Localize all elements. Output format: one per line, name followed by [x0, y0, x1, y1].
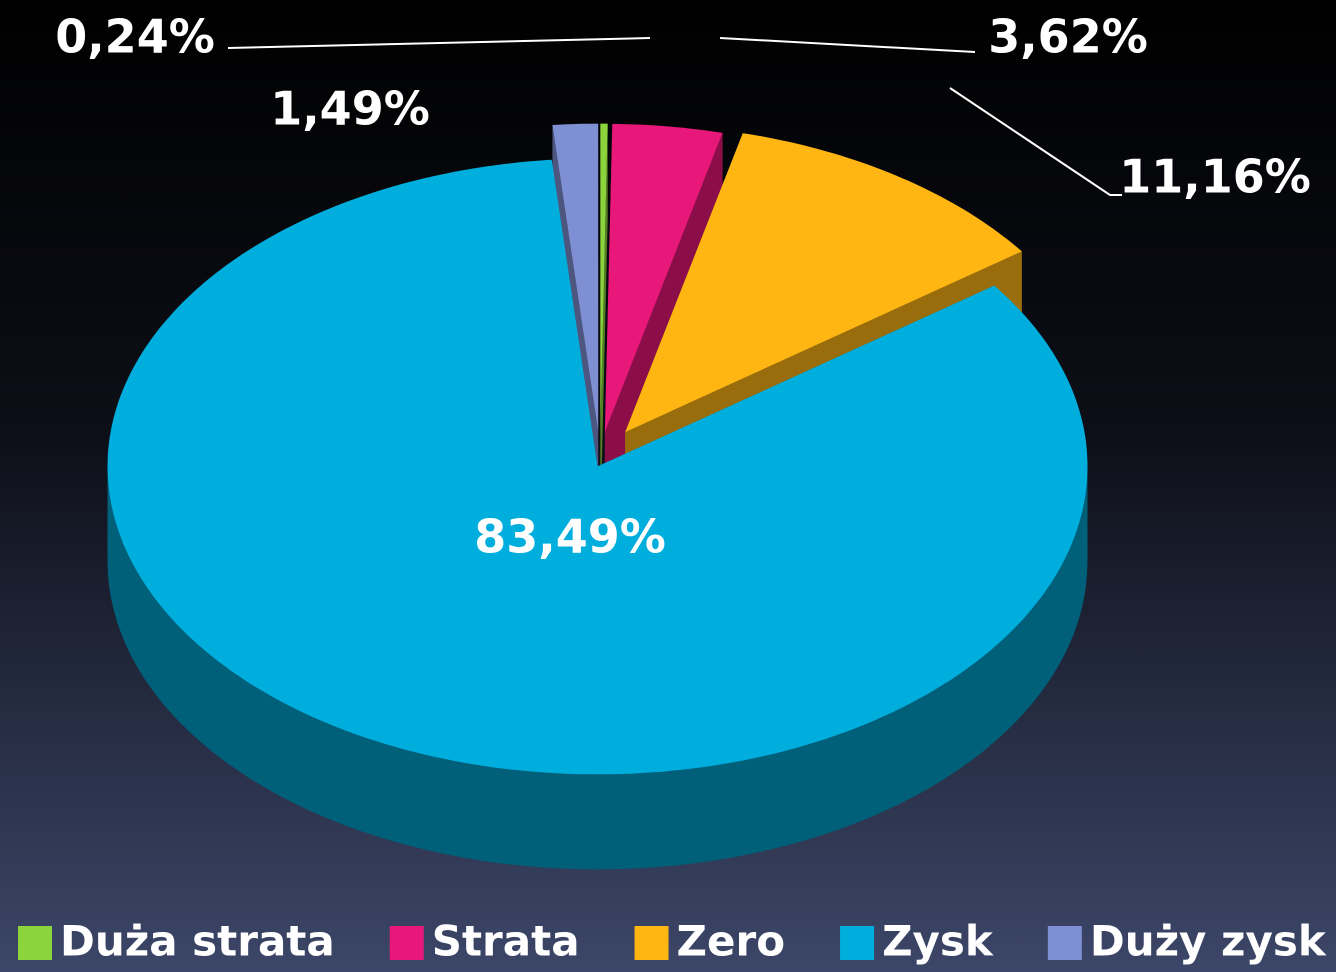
- legend-label: Strata: [432, 917, 580, 966]
- slice: [107, 159, 1088, 775]
- legend-swatch: [389, 926, 424, 960]
- legend-swatch: [1047, 926, 1082, 960]
- legend-swatch: [634, 926, 669, 960]
- legend-label: Zysk: [882, 917, 994, 966]
- slice: [625, 133, 1022, 433]
- slice: [604, 123, 723, 432]
- legend-swatch: [18, 926, 52, 960]
- data-label: 83,49%: [474, 510, 666, 564]
- data-label: 3,62%: [988, 10, 1148, 64]
- leader-line: [949, 87, 1122, 196]
- leader-line: [227, 37, 651, 49]
- slice: [600, 123, 608, 432]
- legend-label: Zero: [677, 917, 786, 966]
- legend-swatch: [840, 926, 875, 960]
- legend-label: Duża strata: [60, 917, 335, 966]
- leader-line: [719, 37, 976, 53]
- slice-side: [600, 123, 608, 527]
- data-label: 0,24%: [55, 10, 215, 64]
- legend-label: Duży zysk: [1090, 917, 1327, 966]
- slice-wall: [107, 466, 1088, 870]
- data-label: 1,49%: [270, 82, 430, 136]
- slice: [552, 123, 599, 432]
- data-label: 11,16%: [1119, 150, 1311, 204]
